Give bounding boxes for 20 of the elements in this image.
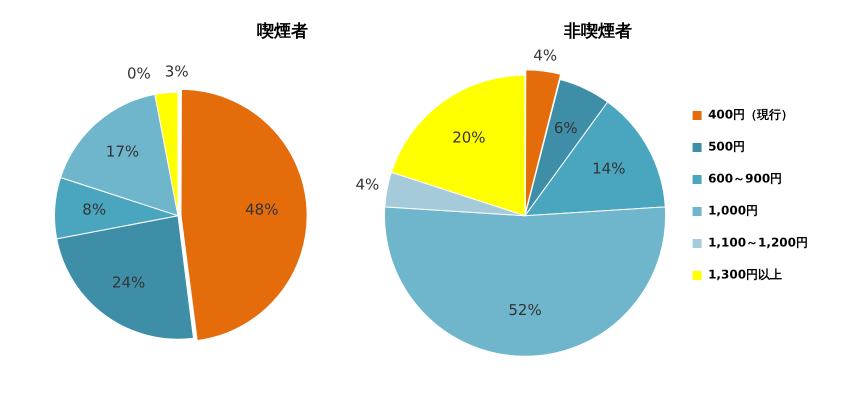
slice-label: 喫煙者 [257, 22, 308, 42]
data-label: 48% [245, 200, 278, 218]
text: 0% [127, 64, 151, 83]
data-label: 52% [508, 301, 542, 320]
legend-label: 400円（現行） [708, 108, 794, 122]
data-label: 3% [164, 62, 189, 81]
data-label: 4% [355, 176, 380, 194]
legend-label: 1,300円以上 [708, 268, 782, 282]
slice-label: 非喫煙者 [563, 22, 632, 42]
legend-label: 500円 [708, 140, 746, 154]
data-label: 4% [533, 46, 558, 64]
data-label: 8% [82, 200, 106, 218]
legend-label: 1,100～1,200円 [708, 236, 808, 250]
data-label: 6% [554, 119, 578, 138]
legend-label: 1,000円 [708, 204, 758, 218]
data-label: 14% [592, 160, 626, 178]
data-label: 17% [106, 142, 140, 161]
legend-label: 600～900円 [708, 172, 782, 186]
data-label: 24% [112, 274, 146, 292]
data-label: 20% [452, 128, 486, 146]
